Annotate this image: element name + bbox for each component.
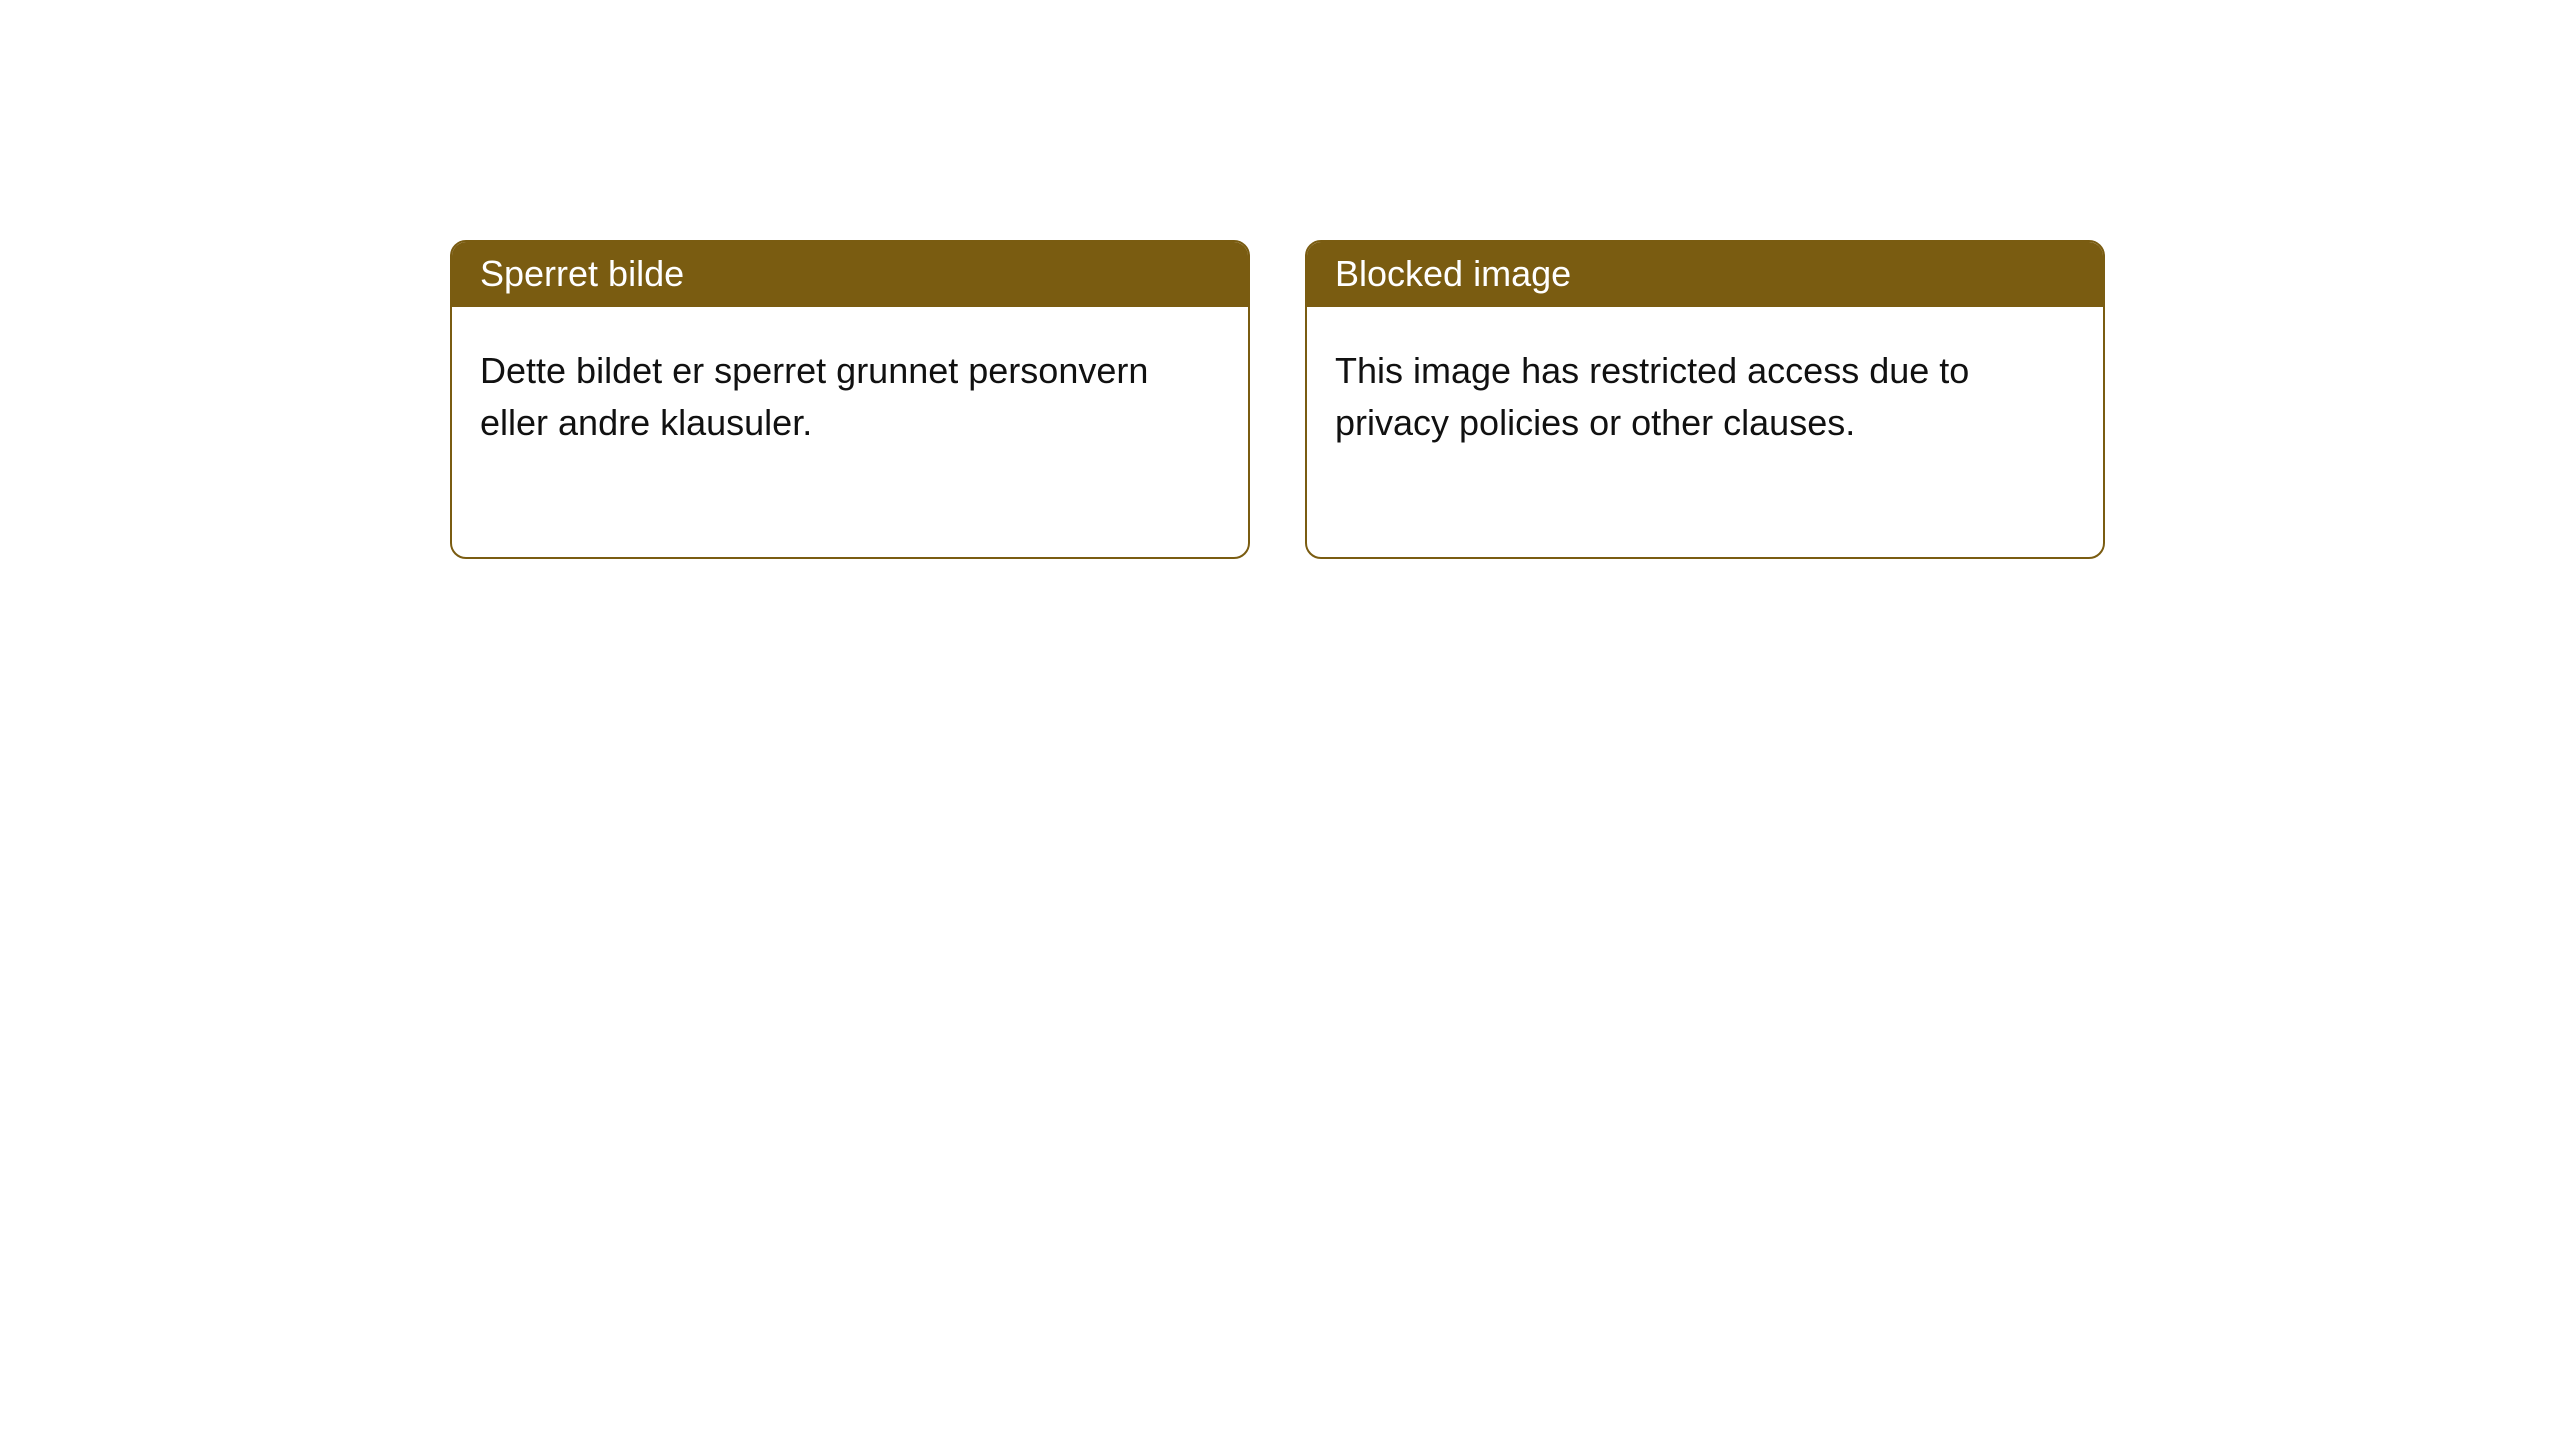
notice-card-body: Dette bildet er sperret grunnet personve… [452,307,1248,557]
notice-card-header: Sperret bilde [452,242,1248,307]
notice-container: Sperret bilde Dette bildet er sperret gr… [0,0,2560,559]
notice-card-norwegian: Sperret bilde Dette bildet er sperret gr… [450,240,1250,559]
notice-card-body: This image has restricted access due to … [1307,307,2103,557]
notice-card-header: Blocked image [1307,242,2103,307]
notice-card-english: Blocked image This image has restricted … [1305,240,2105,559]
